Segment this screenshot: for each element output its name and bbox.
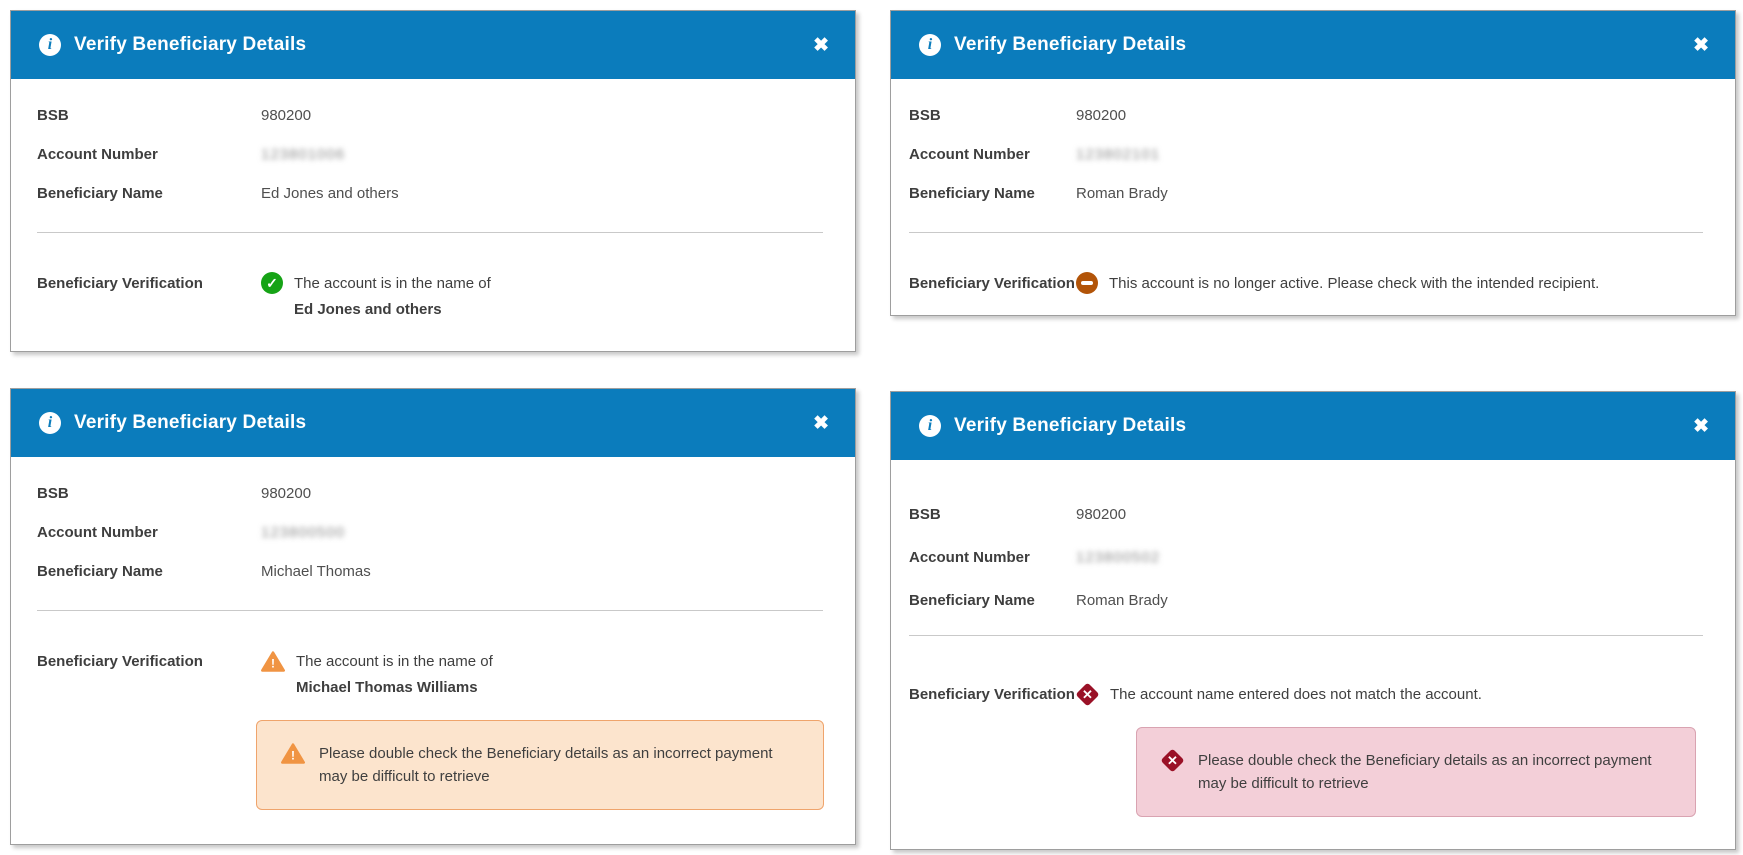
error-diamond-icon: ✕ [1160,748,1185,773]
account-number-row: Account Number 123800502 [909,549,1705,566]
divider [909,635,1703,636]
verify-beneficiary-dialog-partial-match: i Verify Beneficiary Details ✖ BSB 98020… [10,388,856,845]
error-alert-text: Please double check the Beneficiary deta… [1198,752,1652,792]
dialog-title: Verify Beneficiary Details [954,415,1187,436]
beneficiary-name-row: Beneficiary Name Roman Brady [909,592,1705,609]
info-icon: i [39,412,61,434]
beneficiary-name-label: Beneficiary Name [909,185,1035,202]
beneficiary-name-value: Michael Thomas [261,563,371,580]
account-number-row: Account Number 123801006 [37,146,825,163]
dialog-title: Verify Beneficiary Details [74,412,307,433]
beneficiary-name-value: Roman Brady [1076,592,1168,609]
bsb-value: 980200 [261,485,312,502]
bsb-label: BSB [909,107,941,124]
warning-alert-text: Please double check the Beneficiary deta… [319,745,773,785]
close-icon[interactable]: ✖ [813,412,829,434]
dialog-body: BSB 980200 Account Number 123800502 Bene… [891,460,1735,849]
warning-triangle-icon: ! [261,651,285,672]
divider [909,232,1703,233]
verify-beneficiary-dialog-verified: i Verify Beneficiary Details ✖ BSB 98020… [10,10,856,352]
dialog-header: i Verify Beneficiary Details ✖ [11,389,855,457]
beneficiary-name-row: Beneficiary Name Roman Brady [909,185,1705,202]
info-icon: i [919,415,941,437]
no-entry-icon [1076,272,1098,294]
close-icon[interactable]: ✖ [813,34,829,56]
beneficiary-name-value: Ed Jones and others [261,185,399,202]
dialog-body: BSB 980200 Account Number 123802101 Bene… [891,79,1735,315]
account-number-label: Account Number [37,524,158,541]
bsb-row: BSB 980200 [909,506,1705,523]
verify-beneficiary-dialog-no-match: i Verify Beneficiary Details ✖ BSB 98020… [890,391,1736,850]
beneficiary-name-label: Beneficiary Name [909,592,1035,609]
bsb-value: 980200 [261,107,312,124]
bsb-row: BSB 980200 [37,485,825,502]
beneficiary-name-row: Beneficiary Name Michael Thomas [37,563,825,580]
bsb-row: BSB 980200 [37,107,825,124]
account-number-value-blurred: 123800502 [1076,549,1161,566]
account-number-value-blurred: 123800500 [261,524,346,541]
beneficiary-name-label: Beneficiary Name [37,563,163,580]
bsb-row: BSB 980200 [909,107,1705,124]
verification-message: This account is no longer active. Please… [1109,275,1600,292]
beneficiary-name-value: Roman Brady [1076,185,1168,202]
error-alert-box: ✕ Please double check the Beneficiary de… [1136,727,1696,817]
check-circle-icon: ✓ [261,272,283,294]
account-number-row: Account Number 123802101 [909,146,1705,163]
warning-alert-box: ! Please double check the Beneficiary de… [256,720,824,810]
account-number-label: Account Number [37,146,158,163]
error-diamond-icon: ✕ [1075,682,1100,707]
dialog-header: i Verify Beneficiary Details ✖ [891,392,1735,460]
account-number-value-blurred: 123802101 [1076,146,1161,163]
dialog-title: Verify Beneficiary Details [74,34,307,55]
verification-message: The account name entered does not match … [1110,686,1482,703]
beneficiary-name-row: Beneficiary Name Ed Jones and others [37,185,825,202]
verified-account-name: Michael Thomas Williams [296,679,478,696]
close-icon[interactable]: ✖ [1693,34,1709,56]
verify-beneficiary-dialog-inactive: i Verify Beneficiary Details ✖ BSB 98020… [890,10,1736,316]
dialog-body: BSB 980200 Account Number 123800500 Bene… [11,457,855,844]
verification-row: Beneficiary Verification ! The account i… [37,651,825,696]
dialog-body: BSB 980200 Account Number 123801006 Bene… [11,79,855,351]
verification-label: Beneficiary Verification [37,653,203,670]
bsb-value: 980200 [1076,107,1127,124]
verification-row: Beneficiary Verification ✕ The account n… [909,682,1705,707]
info-icon: i [919,34,941,56]
verification-message: The account is in the name of [294,275,491,292]
svg-text:!: ! [291,749,295,763]
verification-row: Beneficiary Verification ✓ The account i… [37,272,825,318]
close-icon[interactable]: ✖ [1693,415,1709,437]
dialog-header: i Verify Beneficiary Details ✖ [891,11,1735,79]
beneficiary-name-label: Beneficiary Name [37,185,163,202]
bsb-label: BSB [37,485,69,502]
verified-account-name: Ed Jones and others [294,301,442,318]
svg-text:!: ! [271,657,275,671]
verification-label: Beneficiary Verification [909,275,1075,292]
account-number-row: Account Number 123800500 [37,524,825,541]
info-icon: i [39,34,61,56]
bsb-value: 980200 [1076,506,1127,523]
divider [37,232,823,233]
verification-label: Beneficiary Verification [909,686,1075,703]
verification-label: Beneficiary Verification [37,275,203,292]
dialog-header: i Verify Beneficiary Details ✖ [11,11,855,79]
account-number-label: Account Number [909,549,1030,566]
verification-row: Beneficiary Verification This account is… [909,272,1705,294]
account-number-label: Account Number [909,146,1030,163]
divider [37,610,823,611]
bsb-label: BSB [909,506,941,523]
dialog-title: Verify Beneficiary Details [954,34,1187,55]
verification-message: The account is in the name of [296,653,493,670]
warning-triangle-icon: ! [281,743,305,764]
account-number-value-blurred: 123801006 [261,146,346,163]
bsb-label: BSB [37,107,69,124]
